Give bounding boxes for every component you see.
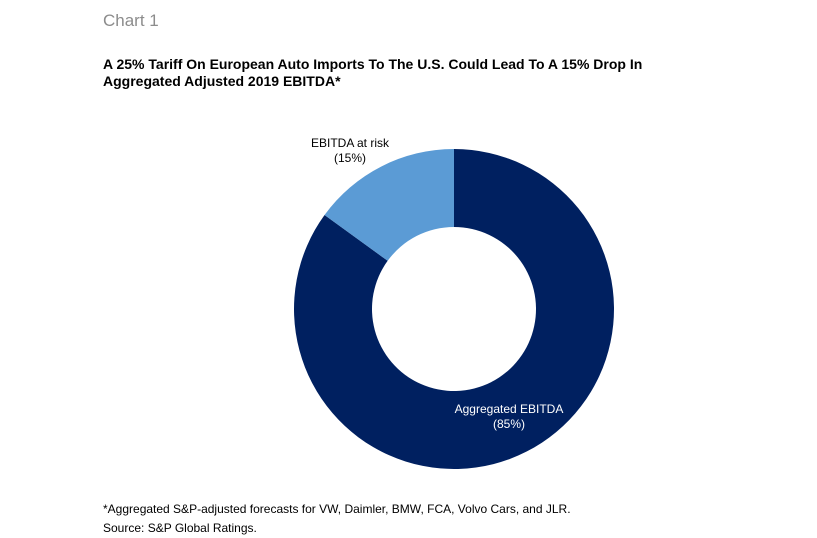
label-ebitda-at-risk-value: (15%) [334,151,366,165]
slice-ebitda-at-risk [324,149,454,261]
footnote-source: Source: S&P Global Ratings. [103,521,257,535]
label-aggregated-ebitda-value: (85%) [493,417,525,431]
label-ebitda-at-risk: EBITDA at risk (15%) [311,136,390,165]
chart-title-line-2: Aggregated Adjusted 2019 EBITDA* [103,73,341,89]
label-ebitda-at-risk-name: EBITDA at risk [311,136,390,150]
footnote: *Aggregated S&P-adjusted forecasts for V… [103,500,571,538]
slice-aggregated-ebitda [293,149,614,469]
label-aggregated-ebitda-name: Aggregated EBITDA [455,402,564,416]
footnote-note: *Aggregated S&P-adjusted forecasts for V… [103,502,571,516]
label-aggregated-ebitda: Aggregated EBITDA (85%) [455,402,564,431]
chart-title: A 25% Tariff On European Auto Imports To… [103,56,783,90]
chart-number: Chart 1 [103,11,159,30]
chart-title-line-1: A 25% Tariff On European Auto Imports To… [103,56,643,72]
donut-labels: Aggregated EBITDA (85%) EBITDA at risk (15%… [311,136,563,431]
donut-slices [293,149,614,469]
